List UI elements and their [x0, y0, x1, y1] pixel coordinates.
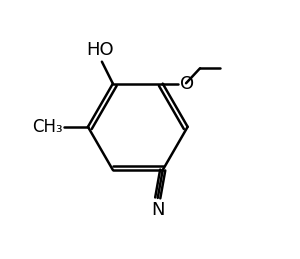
Text: CH₃: CH₃	[32, 118, 63, 136]
Text: HO: HO	[86, 41, 114, 59]
Text: N: N	[151, 202, 164, 219]
Text: O: O	[180, 75, 194, 93]
